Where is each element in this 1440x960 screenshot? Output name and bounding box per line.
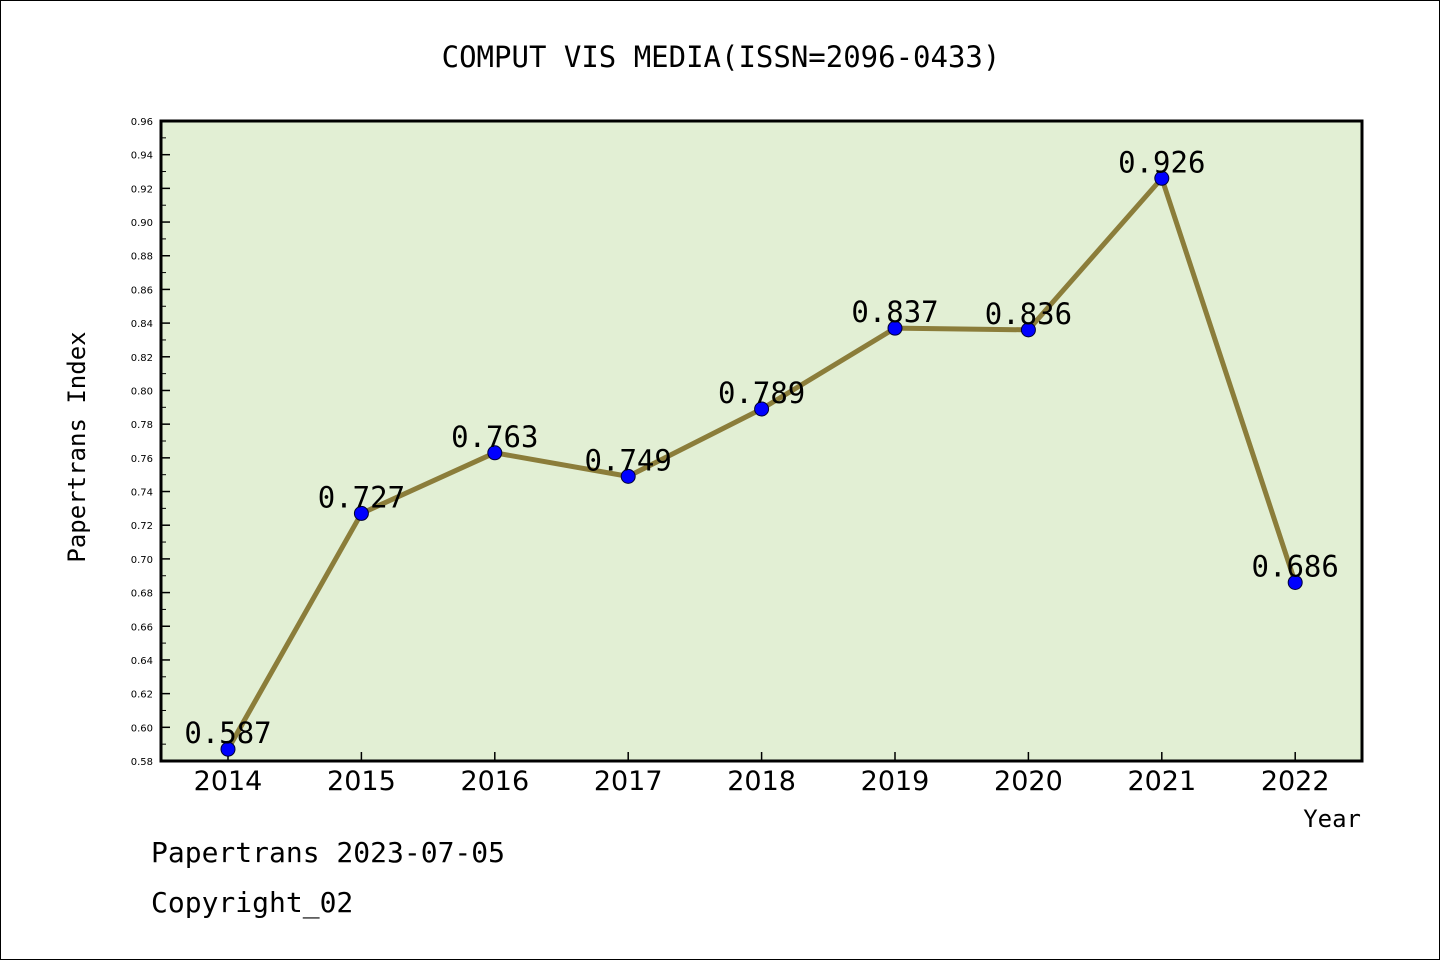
data-point-2020 [1020, 322, 1036, 338]
x-tick-label: 2019 [861, 766, 930, 797]
data-point-2014 [220, 741, 236, 757]
data-point-2017 [620, 468, 636, 484]
x-tick-label: 2017 [594, 766, 663, 797]
x-tick-label: 2014 [194, 766, 263, 797]
data-point-2022 [1287, 574, 1303, 590]
x-tick-label: 2020 [994, 766, 1063, 797]
y-tick-label: 0.62 [131, 690, 153, 701]
y-axis-label: Papertrans Index [63, 331, 91, 562]
y-tick-label: 0.70 [131, 555, 153, 566]
x-tick-label: 2018 [727, 766, 796, 797]
data-label-2015: 0.727 [318, 480, 405, 514]
y-tick-label: 0.94 [131, 151, 153, 162]
x-tick-label: 2022 [1261, 766, 1330, 797]
data-point-2015 [353, 505, 369, 521]
y-tick-label: 0.68 [131, 589, 153, 600]
x-tick-label: 2016 [460, 766, 529, 797]
x-axis-label: Year [1303, 805, 1361, 833]
y-tick-label: 0.96 [131, 117, 153, 128]
data-point-2016 [487, 445, 503, 461]
y-axis: 0.58 0.60 0.62 0.64 0.66 0.68 0.70 0.72 0.74 0.76… [131, 117, 170, 768]
source-date-text: Papertrans 2023-07-05 [151, 836, 506, 869]
data-point-2019 [887, 320, 903, 336]
data-label-2021: 0.926 [1118, 145, 1205, 179]
y-tick-label: 0.80 [131, 386, 153, 397]
y-tick-label: 0.90 [131, 218, 153, 229]
y-tick-label: 0.72 [131, 521, 153, 532]
y-tick-label: 0.82 [131, 353, 153, 364]
x-axis: 2014 2015 2016 2017 2018 2019 2020 2021 2022 [194, 752, 1330, 797]
y-tick-label: 0.58 [131, 757, 153, 768]
y-tick-label: 0.84 [131, 319, 153, 330]
y-tick-label: 0.76 [131, 454, 153, 465]
y-tick-label: 0.92 [131, 184, 153, 195]
plot-area [159, 119, 1364, 763]
data-point-2018 [754, 401, 770, 417]
x-tick-label: 2015 [327, 766, 396, 797]
y-tick-label: 0.60 [131, 723, 153, 734]
chart-title: COMPUT VIS MEDIA(ISSN=2096-0433) [442, 40, 1001, 74]
y-tick-label: 0.78 [131, 420, 153, 431]
data-label-2018: 0.789 [718, 376, 805, 410]
y-tick-label: 0.64 [131, 656, 153, 667]
data-label-2022: 0.686 [1252, 549, 1339, 583]
y-tick-label: 0.86 [131, 285, 153, 296]
data-labels: 0.587 0.727 0.763 0.749 0.789 0.837 0.836 0.926… [184, 145, 1339, 750]
data-label-2016: 0.763 [451, 420, 538, 454]
data-label-2014: 0.587 [184, 716, 271, 750]
data-label-2019: 0.837 [851, 295, 938, 329]
y-tick-label: 0.74 [131, 488, 153, 499]
y-tick-label: 0.66 [131, 622, 153, 633]
data-label-2017: 0.749 [585, 443, 672, 477]
x-tick-label: 2021 [1127, 766, 1196, 797]
copyright-text: Copyright_02 [151, 886, 354, 919]
y-tick-label: 0.88 [131, 252, 153, 263]
data-label-2020: 0.836 [985, 297, 1072, 331]
data-markers [220, 170, 1303, 757]
data-point-2021 [1154, 170, 1170, 186]
